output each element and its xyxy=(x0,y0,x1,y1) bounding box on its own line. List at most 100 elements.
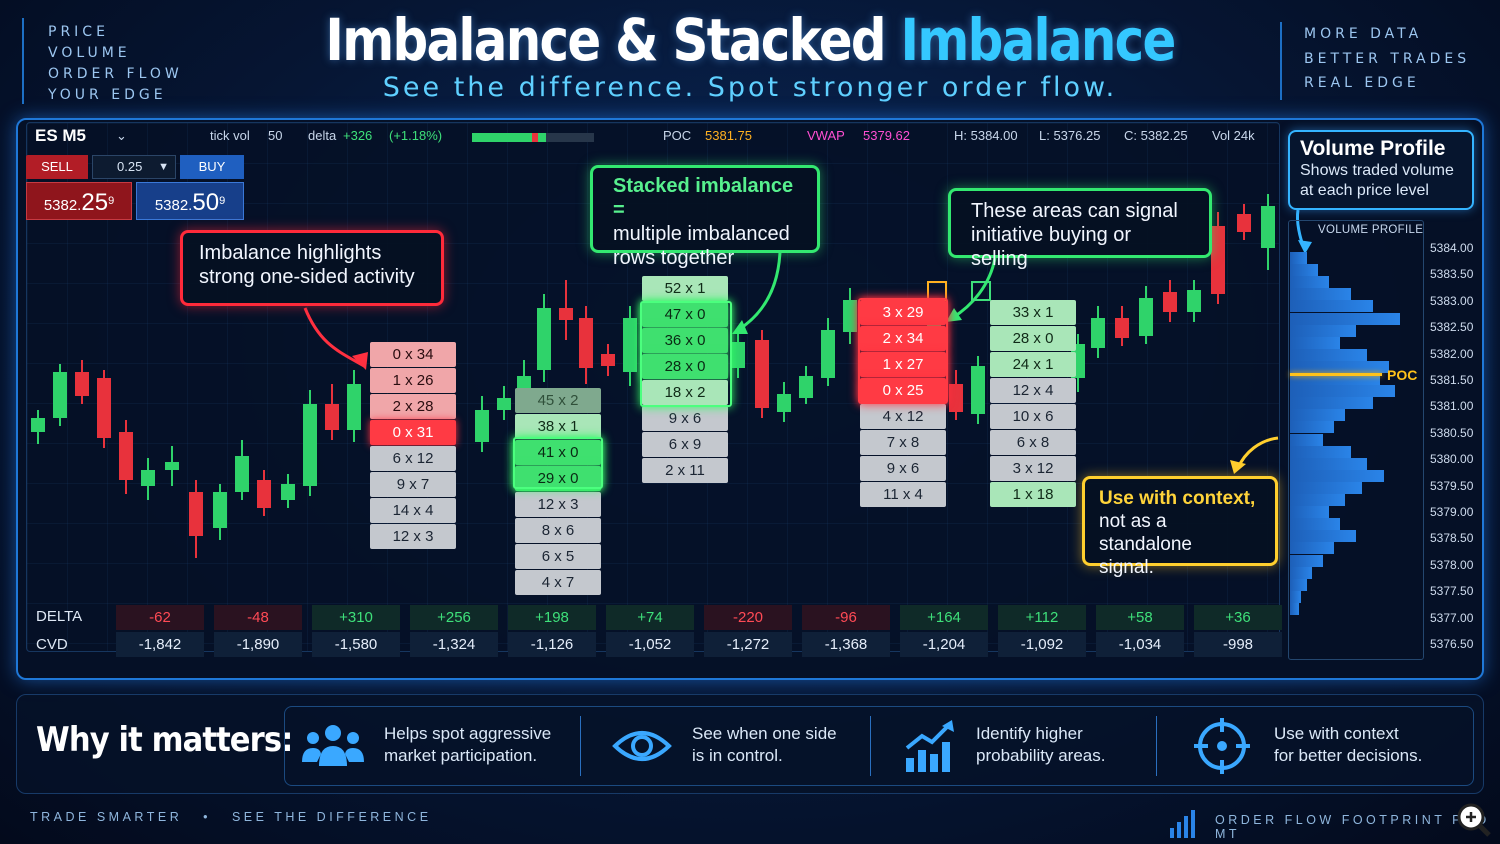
quantity-select[interactable]: 0.25 ▼ xyxy=(92,155,176,179)
volume-profile-bar xyxy=(1290,288,1351,301)
areas-arrow-head xyxy=(946,308,962,322)
footprint-cell: 9 x 7 xyxy=(370,472,456,497)
volume-profile-panel xyxy=(1288,220,1424,660)
brand-bars-icon xyxy=(1170,810,1195,838)
why-item-text: Identify higher probability areas. xyxy=(976,723,1105,767)
poc-line xyxy=(1290,373,1382,376)
chevron-down-icon: ▼ xyxy=(158,161,169,173)
footprint-cell: 11 x 4 xyxy=(860,482,946,507)
footer-tagline: TRADE SMARTER • SEE THE DIFFERENCE xyxy=(30,810,432,824)
bullish-candle xyxy=(165,462,179,470)
callout-line: rows together xyxy=(613,247,735,269)
stacked-arrow-head xyxy=(732,320,748,334)
sell-price-sup: 9 xyxy=(108,195,115,207)
sell-header[interactable]: SELL xyxy=(26,155,88,179)
left-list-item: VOLUME xyxy=(48,45,131,61)
footprint-cell: 0 x 31 xyxy=(370,420,456,445)
chevron-down-icon[interactable]: ⌄ xyxy=(116,128,127,143)
bearish-candle xyxy=(1211,226,1225,294)
cvd-cell: -1,204 xyxy=(900,632,988,657)
volume-profile-bar xyxy=(1290,324,1356,337)
bearish-candle xyxy=(755,340,769,408)
bullish-candle xyxy=(475,410,489,442)
volume-profile-bar xyxy=(1290,360,1389,373)
tick-vol-label: tick vol xyxy=(210,128,250,143)
symbol-selector[interactable]: ES M5 xyxy=(35,126,87,145)
bearish-candle xyxy=(257,480,271,508)
buy-price-small: 5382. xyxy=(154,197,193,214)
volume-profile-bar xyxy=(1290,518,1340,531)
price-tick-label: 5384.00 xyxy=(1430,241,1474,255)
title-main: Imbalance & Stacked xyxy=(325,6,901,74)
title-accent: Imbalance xyxy=(900,6,1177,74)
price-tick-label: 5383.50 xyxy=(1430,267,1474,282)
tick-vol-value: 50 xyxy=(268,128,283,143)
footprint-cell: 12 x 3 xyxy=(370,524,456,549)
volume-profile-arrow-head xyxy=(1298,240,1312,254)
bearish-candle xyxy=(119,432,133,480)
footprint-cell: 36 x 0 xyxy=(642,328,728,353)
volume-profile-bar xyxy=(1290,385,1395,398)
footprint-cell: 4 x 12 xyxy=(860,404,946,429)
delta-strength-bar xyxy=(472,133,594,142)
bullish-candle xyxy=(53,372,67,418)
cvd-cell: -1,272 xyxy=(704,632,792,657)
footprint-cell: 0 x 34 xyxy=(370,342,456,367)
delta-cell: -48 xyxy=(214,605,302,630)
volume-profile-bar xyxy=(1290,409,1345,422)
footprint-cell: 38 x 1 xyxy=(515,414,601,439)
volume-value: Vol 24k xyxy=(1212,128,1255,143)
bullish-candle xyxy=(1261,206,1275,248)
bullish-candle xyxy=(1091,318,1105,348)
footprint-cell: 0 x 25 xyxy=(860,378,946,403)
why-item-text: See when one side is in control. xyxy=(692,723,837,767)
price-tick-label: 5380.00 xyxy=(1430,452,1474,467)
zoom-icon[interactable] xyxy=(1456,802,1492,838)
volume-profile-bar xyxy=(1290,494,1345,506)
price-tick-label: 5381.00 xyxy=(1430,399,1474,414)
callout-title: Stacked imbalance = xyxy=(613,175,794,221)
sell-button[interactable]: 5382.259 xyxy=(26,182,132,220)
eye-icon xyxy=(612,731,672,761)
delta-cell: -220 xyxy=(704,605,792,630)
bullish-candle xyxy=(497,398,511,410)
footprint-cell: 12 x 4 xyxy=(990,378,1076,403)
cvd-cell: -1,052 xyxy=(606,632,694,657)
stacked-callout: Stacked imbalance = multiple imbalanced … xyxy=(590,165,820,269)
volume-profile-bar xyxy=(1290,336,1340,349)
stacked-imbalance-box xyxy=(513,437,603,489)
vwap-value: 5379.62 xyxy=(863,128,910,143)
delta-cell: +58 xyxy=(1096,605,1184,630)
bullish-candle xyxy=(1187,290,1201,312)
volume-profile-bar xyxy=(1290,445,1351,458)
buy-button[interactable]: 5382.509 xyxy=(136,182,244,220)
footprint-cell: 1 x 26 xyxy=(370,368,456,393)
price-tick-label: 5378.50 xyxy=(1430,531,1474,546)
delta-cell: -96 xyxy=(802,605,890,630)
callout-line: signal. xyxy=(1099,557,1154,578)
bullish-candle xyxy=(799,376,813,398)
delta-cell: +310 xyxy=(312,605,400,630)
buy-header[interactable]: BUY xyxy=(180,155,244,179)
why-line: Identify higher xyxy=(976,724,1083,743)
bullish-candle xyxy=(843,300,857,332)
sell-price-big: 25 xyxy=(81,189,109,216)
price-tick-label: 5382.00 xyxy=(1430,346,1474,361)
chart-toolbar: ES M5 ⌄ tick vol 50 delta +326 (+1.18%) … xyxy=(32,126,1272,148)
bullish-candle xyxy=(281,484,295,500)
high-value: H: 5384.00 xyxy=(954,128,1018,143)
header-right-divider xyxy=(1280,22,1282,100)
why-items-box xyxy=(284,706,1474,786)
delta-cell: +198 xyxy=(508,605,596,630)
callout-line: multiple imbalanced xyxy=(613,223,790,245)
footprint-cell: 8 x 6 xyxy=(515,518,601,543)
footprint-cell: 33 x 1 xyxy=(990,300,1076,325)
volume-profile-bar xyxy=(1290,276,1329,289)
why-title: Why it matters: xyxy=(36,720,293,760)
low-value: L: 5376.25 xyxy=(1039,128,1101,143)
buy-price-big: 50 xyxy=(192,189,220,216)
volume-profile-bar xyxy=(1290,602,1299,615)
price-tick-label: 5377.50 xyxy=(1430,584,1474,599)
delta-cell: +256 xyxy=(410,605,498,630)
